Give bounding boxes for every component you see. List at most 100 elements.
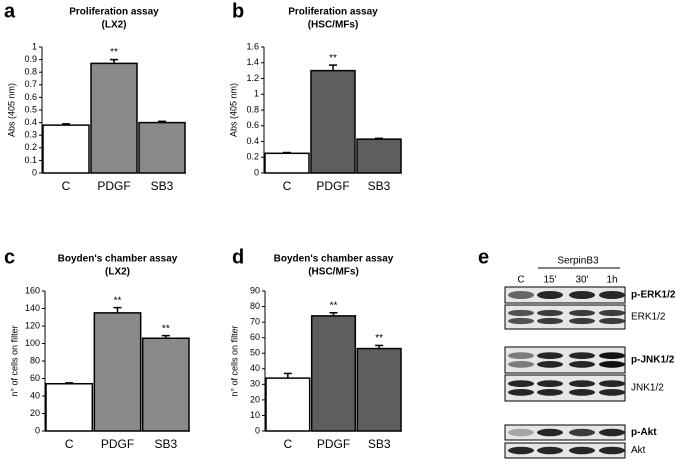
blot-band (569, 380, 595, 388)
y-tick-label: 20 (30, 408, 40, 418)
blot-row-label: p-JNK1/2 (631, 355, 675, 366)
significance: ** (162, 323, 170, 334)
y-tick-label: 80 (250, 301, 260, 311)
blot-band (537, 380, 563, 388)
blot-band (599, 352, 625, 360)
blot-row-label: JNK1/2 (631, 383, 664, 394)
x-tick-label: PDGF (101, 437, 134, 451)
chart-subtitle: (LX2) (102, 20, 127, 31)
y-tick-label: 0 (254, 167, 259, 177)
x-tick-label: SB3 (368, 179, 391, 193)
blot-band (537, 352, 563, 360)
x-tick-label: PDGF (317, 437, 350, 451)
blot-band (508, 380, 534, 388)
significance: ** (329, 53, 337, 64)
blot-band (599, 317, 625, 325)
y-axis-label: n° of cells on filter (9, 325, 19, 396)
y-tick-label: 40 (250, 363, 260, 373)
panel-letter: a (4, 0, 16, 22)
y-tick-label: 0 (255, 425, 260, 435)
y-tick-label: 1.2 (246, 73, 259, 83)
y-tick-label: 0 (32, 167, 37, 177)
chart-title: Boyden's chamber assay (58, 254, 178, 265)
y-tick-label: 0.2 (24, 142, 37, 152)
y-tick-label: 30 (250, 379, 260, 389)
blot-row-label: ERK1/2 (631, 312, 666, 323)
blot-box (504, 346, 626, 374)
lane-label: C (517, 275, 524, 286)
y-tick-label: 20 (250, 394, 260, 404)
significance: ** (375, 333, 383, 344)
y-tick-label: 1 (32, 41, 37, 51)
y-tick-label: 50 (250, 348, 260, 358)
y-tick-label: 10 (250, 410, 260, 420)
panel-letter: e (478, 246, 489, 268)
blot-row-label: p-Akt (631, 427, 657, 438)
y-tick-label: 40 (30, 390, 40, 400)
blot-band (508, 388, 534, 396)
x-tick-label: C (62, 179, 71, 193)
bar (45, 383, 94, 432)
y-tick-label: 90 (250, 285, 260, 295)
y-tick-label: 0.3 (24, 130, 37, 140)
blot-band (569, 309, 595, 317)
y-tick-label: 0.5 (24, 104, 37, 114)
blot-band (569, 352, 595, 360)
blot-band (508, 317, 534, 325)
blot-band (508, 360, 534, 368)
chart-title: Boyden's chamber assay (274, 254, 394, 265)
blot-band (569, 388, 595, 396)
bar (90, 62, 138, 174)
bar (141, 337, 190, 432)
y-tick-label: 100 (25, 338, 40, 348)
y-tick-label: 140 (25, 303, 40, 313)
blot-band (537, 360, 563, 368)
y-tick-label: 0 (35, 425, 40, 435)
panel-letter: d (232, 246, 244, 268)
chart-subtitle: (HSC/MFs) (308, 20, 359, 31)
blot-band (599, 360, 625, 368)
blot-box (504, 304, 626, 330)
significance: ** (114, 295, 122, 306)
lane-label: 30' (575, 275, 588, 286)
y-axis-label: n° of cells on filter (229, 325, 239, 396)
x-tick-label: PDGF (316, 179, 349, 193)
chart-subtitle: (HSC/MFs) (308, 267, 359, 278)
y-tick-label: 0.2 (246, 152, 259, 162)
x-tick-label: PDGF (97, 179, 130, 193)
bar (93, 312, 142, 432)
blot-band (537, 446, 563, 455)
blot-band (569, 428, 595, 437)
blot-band (508, 309, 534, 317)
y-tick-label: 0.4 (24, 117, 37, 127)
blot-band (537, 291, 563, 299)
bar (356, 138, 402, 174)
blot-band (537, 309, 563, 317)
y-tick-label: 160 (25, 285, 40, 295)
significance: ** (110, 47, 118, 58)
y-tick-label: 70 (250, 316, 260, 326)
y-tick-label: 1.4 (246, 57, 259, 67)
x-tick-label: C (283, 179, 292, 193)
x-tick-label: C (283, 437, 292, 451)
blot-band (508, 291, 534, 299)
blot-band (599, 291, 625, 299)
blot-band (537, 388, 563, 396)
blot-band (508, 428, 534, 437)
blot-row-label: p-ERK1/2 (631, 290, 675, 301)
blot-row-label: Akt (631, 445, 646, 456)
bar (310, 69, 356, 174)
bar (42, 124, 90, 174)
blot-band (599, 446, 625, 455)
blot-band (508, 352, 534, 360)
chart-title: Proliferation assay (69, 7, 159, 18)
panel-letter: c (4, 246, 15, 268)
x-tick-label: SB3 (151, 179, 174, 193)
blot-band (599, 309, 625, 317)
bar (138, 121, 186, 174)
blot-band (599, 388, 625, 396)
blot-band (569, 446, 595, 455)
y-tick-label: 1.6 (246, 41, 259, 51)
blot-band (508, 446, 534, 455)
y-tick-label: 0.6 (24, 92, 37, 102)
